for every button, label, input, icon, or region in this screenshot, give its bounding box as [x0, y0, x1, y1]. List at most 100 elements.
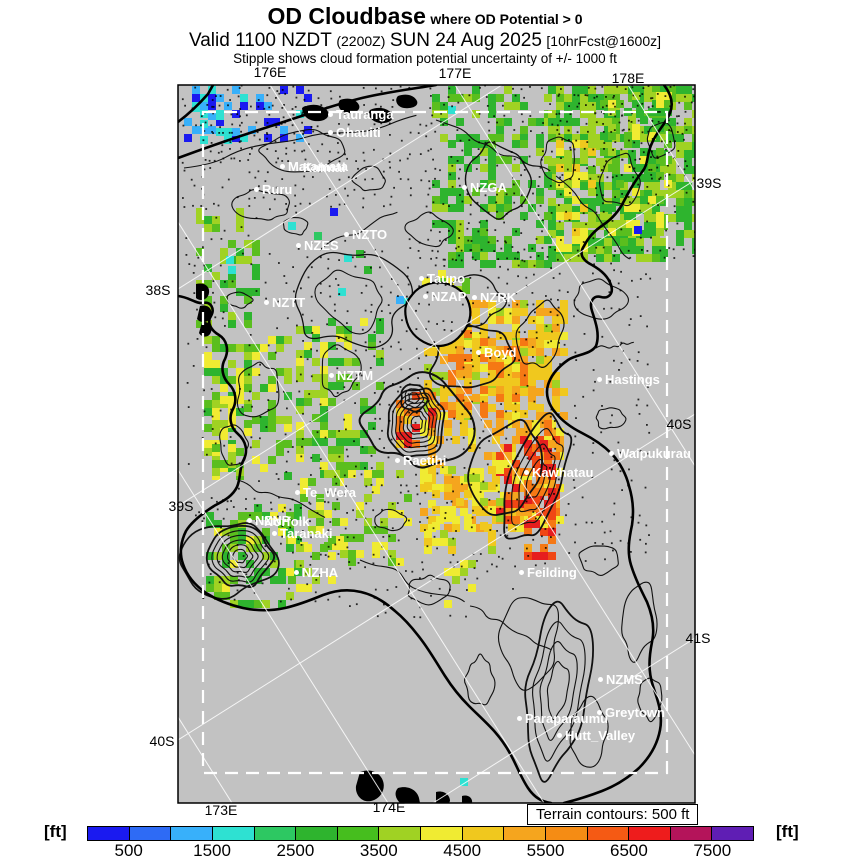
colorbar-tick-label: 1500	[193, 841, 231, 860]
place-label: Hastings	[597, 372, 660, 387]
place-label-text: Ruru	[262, 182, 293, 197]
axis-label: 40S	[149, 733, 175, 749]
place-label-text: Kaimai	[303, 160, 346, 175]
axis-label: 38S	[145, 282, 171, 298]
colorbar-segment	[337, 827, 380, 840]
colorbar-segment	[712, 827, 753, 840]
place-label: Norfolk	[264, 514, 310, 529]
place-label-text: NZTO	[352, 227, 388, 242]
colorbar-segment	[88, 827, 130, 840]
place-marker-dot	[476, 350, 481, 355]
place-label: NZNP	[247, 513, 290, 528]
place-label-text: NZES	[304, 238, 339, 253]
place-label: NZGA	[462, 180, 507, 195]
terrain-contours-note: Terrain contours: 500 ft	[527, 804, 699, 825]
place-label-text: Greytown	[605, 705, 665, 720]
place-label-text: Taupo	[427, 271, 466, 286]
place-label-text: Ohauiti	[336, 125, 381, 140]
place-marker-dot	[519, 570, 524, 575]
place-label-text: Tauranga	[336, 107, 394, 122]
place-marker-dot	[295, 490, 300, 495]
place-label: Feilding	[519, 565, 577, 580]
place-label-text: NZMS	[606, 672, 643, 687]
place-marker-dot	[423, 294, 428, 299]
place-label: Hutt_Valley	[557, 728, 635, 743]
place-label-text: NZGA	[470, 180, 507, 195]
place-label: NZRK	[472, 290, 516, 305]
place-marker-dot	[254, 187, 259, 192]
place-label-text: Kawhatau	[532, 465, 594, 480]
place-marker-dot	[462, 185, 467, 190]
place-label: Boyd	[476, 345, 517, 360]
colorbar-tick-label: 3500	[359, 841, 398, 860]
page-title: OD Cloudbase	[267, 3, 426, 29]
colorbar-segment	[504, 827, 546, 840]
colorbar-segment	[379, 827, 421, 840]
axis-label: 40S	[666, 416, 692, 432]
place-label: NZMS	[598, 672, 643, 687]
colorbar-unit-left: [ft]	[44, 822, 67, 841]
place-marker-dot	[597, 710, 602, 715]
place-marker-dot	[329, 373, 334, 378]
place-label: NZTO	[344, 227, 387, 242]
axis-label: 178E	[611, 70, 645, 86]
place-marker-dot	[328, 112, 333, 117]
forecast-ref: [10hrFcst@1600z]	[546, 32, 662, 49]
axis-label: 173E	[204, 802, 238, 818]
place-label: Matamata	[280, 159, 348, 174]
title-qualifier: where OD Potential > 0	[430, 11, 583, 27]
colorbar-segment	[129, 827, 172, 840]
place-label: Kaimai	[303, 160, 346, 175]
place-label-text: NZAP	[431, 289, 467, 304]
colorbar-segment	[587, 827, 630, 840]
place-label: Kawhatau	[524, 465, 593, 480]
axis-label: 177E	[438, 65, 472, 81]
place-label: Paraparaumu	[517, 711, 608, 726]
place-marker-dot	[609, 451, 614, 456]
place-label-text: Feilding	[527, 565, 577, 580]
place-label-text: Hutt_Valley	[565, 728, 636, 743]
model-domain-boundary	[201, 110, 669, 775]
title-line: OD Cloudbase where OD Potential > 0	[0, 3, 850, 30]
islands-layer	[196, 94, 473, 803]
axis-label: 41S	[685, 630, 711, 646]
place-label-text: Hastings	[605, 372, 660, 387]
place-label-text: NZNP	[255, 513, 291, 528]
place-label: Ruru	[254, 182, 292, 197]
chart-header: OD Cloudbase where OD Potential > 0 Vali…	[0, 3, 850, 66]
place-marker-dot	[247, 518, 252, 523]
place-marker-dot	[419, 276, 424, 281]
valid-date: SUN 24 Aug 2025	[389, 29, 542, 51]
place-label-text: Norfolk	[264, 514, 310, 529]
place-label-text: NZTT	[272, 295, 306, 310]
place-label-text: Taranaki	[280, 526, 333, 541]
place-label: Tauranga	[328, 107, 394, 122]
place-label-text: Te_Wera	[303, 485, 356, 500]
place-label-text: Boyd	[484, 345, 517, 360]
place-marker-dot	[294, 570, 299, 575]
lake-taupo	[404, 281, 472, 348]
place-marker-dot	[598, 677, 603, 682]
axis-label: 39S	[168, 498, 194, 514]
place-label-text: NZRK	[480, 290, 517, 305]
place-label: Taupo	[419, 271, 465, 286]
place-marker-dot	[280, 164, 285, 169]
place-marker-dot	[524, 470, 529, 475]
axis-label: 39S	[696, 175, 722, 191]
colorbar-segment	[171, 827, 213, 840]
axis-label: 176E	[253, 64, 287, 80]
terrain-contours-layer	[178, 114, 676, 783]
colorbar-segment	[421, 827, 463, 840]
colorbar-segment	[670, 827, 713, 840]
place-label-text: Waipukurau	[617, 446, 691, 461]
colorbar-segment	[212, 827, 255, 840]
colorbar-tick-label: 7500	[693, 841, 732, 860]
colorbar-segment	[254, 827, 297, 840]
map-frame	[177, 84, 696, 804]
place-label: NZTT	[264, 295, 305, 310]
place-label: Greytown	[597, 705, 665, 720]
place-marker-dot	[395, 458, 400, 463]
valid-time-line: Valid 1100 NZDT (2200Z) SUN 24 Aug 2025 …	[0, 30, 850, 51]
colorbar-segment	[545, 827, 588, 840]
